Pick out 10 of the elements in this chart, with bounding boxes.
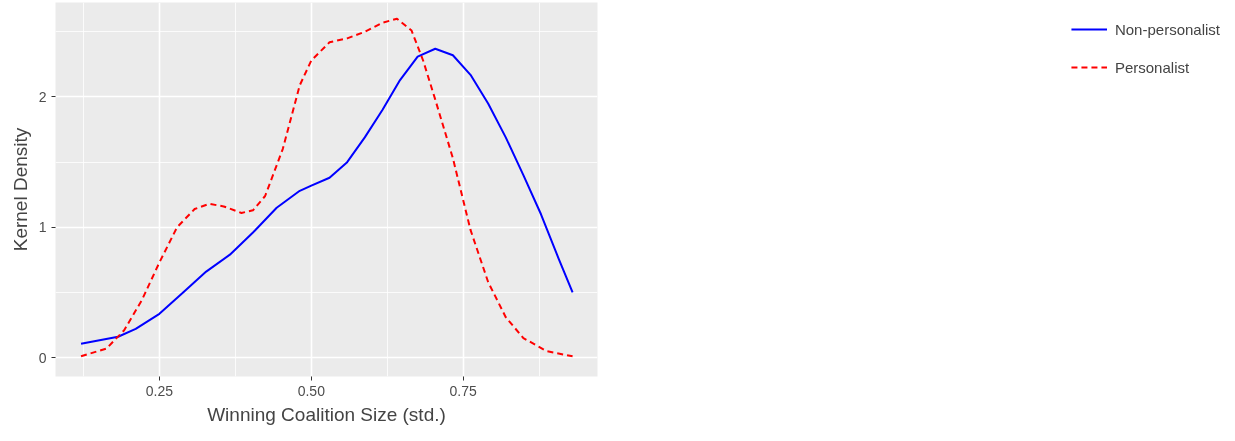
legend-label: Non-personalist (1114, 20, 1220, 38)
x-axis-title: Winning Coalition Size (std.) (207, 403, 446, 425)
y-tick-label: 1 (38, 219, 47, 236)
x-tick-label: 0.50 (297, 382, 326, 399)
x-tick-label: 0.25 (145, 382, 174, 399)
y-axis-title: Kernel Density (9, 127, 31, 252)
y-tick-label: 2 (38, 88, 47, 105)
legend-label: Personalist (1114, 58, 1190, 76)
x-tick-label: 0.75 (449, 382, 478, 399)
y-tick-label: 0 (38, 349, 47, 366)
